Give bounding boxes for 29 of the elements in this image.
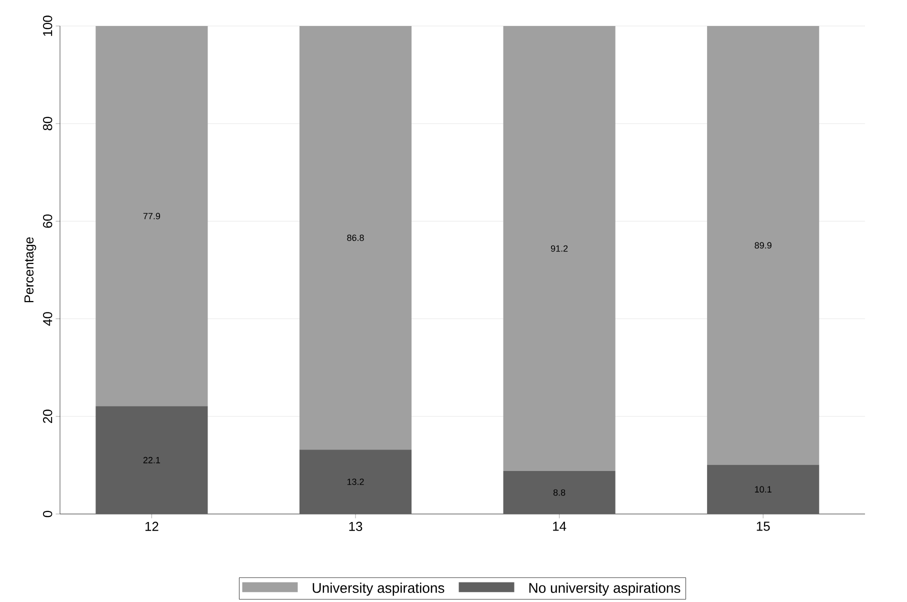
y-axis-title: Percentage bbox=[24, 237, 36, 302]
data-label: 86.8 bbox=[347, 234, 364, 241]
data-label: 77.9 bbox=[143, 212, 160, 220]
x-tick-label: 12 bbox=[145, 522, 158, 531]
bar bbox=[707, 464, 820, 514]
y-tick-label: 0 bbox=[42, 510, 52, 518]
data-label: 91.2 bbox=[550, 245, 568, 252]
y-tick-label: 80 bbox=[42, 116, 52, 130]
data-label: 22.1 bbox=[143, 456, 160, 464]
y-tick-label: 60 bbox=[42, 214, 52, 228]
bar bbox=[299, 26, 412, 450]
bar bbox=[299, 450, 412, 514]
y-tick-label: 20 bbox=[42, 410, 52, 423]
data-label: 13.2 bbox=[347, 478, 364, 485]
legend-label: No university aspirations bbox=[529, 582, 680, 596]
data-label: 10.1 bbox=[755, 486, 772, 493]
data-label: 8.8 bbox=[553, 489, 566, 496]
bar bbox=[503, 26, 616, 472]
x-tick-label: 15 bbox=[756, 522, 770, 531]
bar bbox=[96, 406, 208, 514]
y-tick-label: 100 bbox=[42, 16, 52, 36]
x-tick-label: 14 bbox=[553, 522, 566, 531]
bar bbox=[96, 26, 208, 406]
data-label: 89.9 bbox=[754, 242, 772, 249]
bar bbox=[707, 26, 820, 465]
y-tick-label: 40 bbox=[42, 312, 52, 326]
bar bbox=[503, 471, 616, 514]
x-tick-label: 13 bbox=[349, 522, 362, 532]
legend-label: University aspirations bbox=[312, 582, 444, 596]
